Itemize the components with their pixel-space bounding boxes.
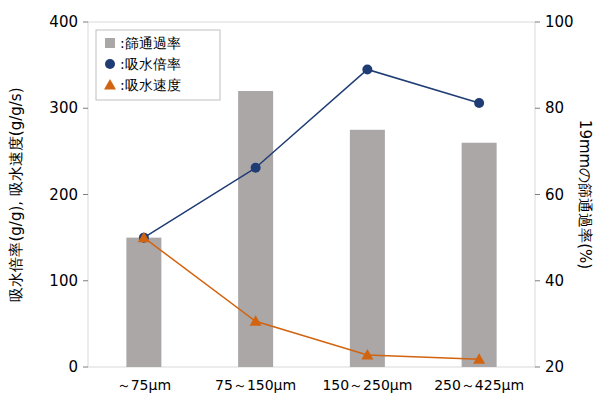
bar	[126, 238, 161, 367]
bar	[462, 143, 497, 367]
legend-box	[96, 30, 220, 100]
y-tick	[83, 280, 88, 281]
y-tick-label: 300	[49, 99, 78, 117]
y-axis-label: 吸水倍率(g/g), 吸水速度(g/g/s)	[7, 87, 25, 301]
x-tick-label: 250～425μm	[434, 377, 524, 393]
y-tick-label: 0	[68, 358, 78, 376]
x-tick-label: ～75μm	[117, 377, 171, 393]
y-tick	[83, 194, 88, 195]
x-tick-label: 75～150μm	[215, 377, 296, 393]
bar	[350, 130, 385, 367]
line	[144, 238, 479, 360]
point	[362, 64, 372, 74]
y-tick	[83, 367, 88, 368]
x-tick-label: 150～250μm	[322, 377, 412, 393]
legend-swatch	[105, 59, 115, 69]
y2-tick-label: 80	[545, 99, 564, 117]
y2-tick	[535, 194, 540, 195]
point	[474, 98, 484, 108]
y-tick	[83, 22, 88, 23]
legend-label: :吸水速度	[120, 77, 181, 93]
y2-tick-label: 100	[545, 13, 574, 31]
legend: :篩通過率 :吸水倍率 :吸水速度	[96, 30, 220, 100]
y-tick-label: 200	[49, 186, 78, 204]
point	[139, 233, 149, 243]
y2-axis-label: 19mmの篩通過率(%)	[576, 120, 594, 269]
legend-label: :篩通過率	[120, 35, 181, 51]
legend-label: :吸水倍率	[120, 56, 181, 72]
point	[473, 353, 485, 364]
y2-tick-label: 60	[545, 186, 564, 204]
plot-frame	[88, 22, 535, 367]
point	[250, 315, 262, 326]
y-tick-label: 400	[49, 13, 78, 31]
y2-tick	[535, 367, 540, 368]
marks	[126, 64, 496, 367]
y-tick	[83, 108, 88, 109]
y2-tick-label: 20	[545, 358, 564, 376]
y2-tick	[535, 108, 540, 109]
point	[138, 232, 150, 243]
point	[251, 163, 261, 173]
legend-swatch	[104, 79, 116, 90]
y-tick-label: 100	[49, 272, 78, 290]
y2-tick	[535, 280, 540, 281]
chart: 0 100 200 300 400 20 40 60 80 100 吸水倍率(g/g), 吸水速度(…	[0, 0, 600, 400]
y2-tick	[535, 22, 540, 23]
y2-tick-label: 40	[545, 272, 564, 290]
point	[361, 349, 373, 360]
legend-swatch	[105, 38, 115, 48]
